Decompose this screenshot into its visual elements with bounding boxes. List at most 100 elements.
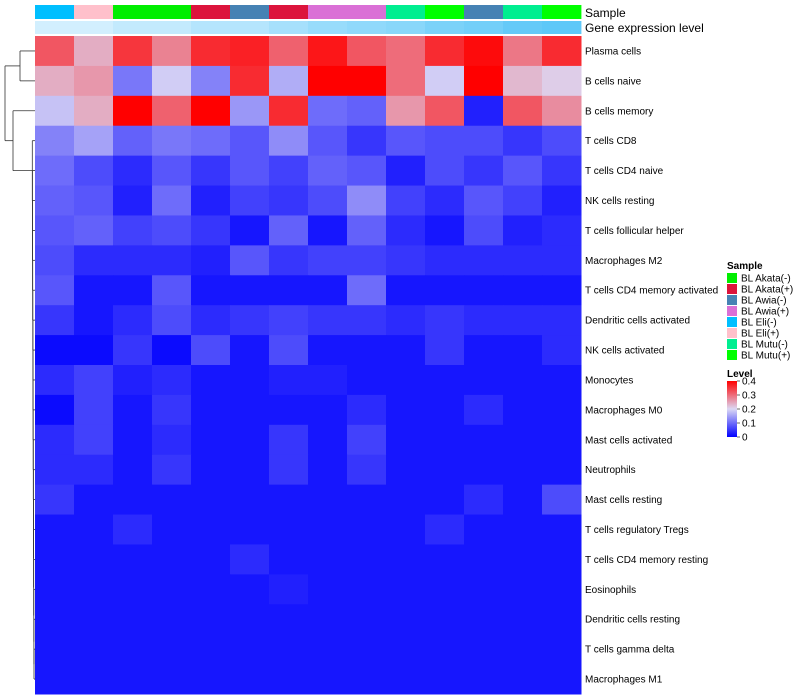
heatmap-cell (152, 125, 192, 157)
heatmap-cell (269, 215, 309, 246)
heatmap-cell (542, 305, 582, 336)
heatmap-cell (113, 574, 153, 605)
heatmap-cell (74, 65, 114, 97)
row-label: T cells CD4 naive (585, 166, 664, 177)
heatmap-cell (386, 604, 426, 635)
heatmap-cell (503, 65, 543, 97)
heatmap-cell (74, 335, 114, 366)
heatmap-cell (230, 65, 270, 97)
heatmap-cell (503, 365, 543, 396)
heatmap-cell (308, 484, 348, 516)
heatmap-cell (113, 484, 153, 516)
row-label: Dendritic cells activated (585, 316, 690, 327)
legend-swatch (727, 317, 737, 327)
heatmap-cell (542, 604, 582, 635)
heatmap-cell (503, 394, 543, 426)
row-dendrogram (4, 50, 35, 680)
heatmap-cell (74, 36, 114, 67)
heatmap-cell (191, 604, 231, 635)
heatmap-cell (191, 634, 231, 665)
heatmap-cell (230, 95, 270, 127)
heatmap-cell (386, 305, 426, 336)
heatmap-cell (152, 275, 192, 306)
heatmap-cell (503, 424, 543, 456)
heatmap-cell (269, 275, 309, 306)
legend-swatch (727, 295, 737, 305)
heatmap-cell (74, 514, 114, 545)
heatmap-cell (347, 544, 387, 575)
heatmap-cell (152, 454, 192, 486)
colorbar-tick-label: 0.1 (742, 419, 756, 430)
heatmap-cell (425, 574, 465, 605)
sample-track-cell (425, 5, 465, 19)
heatmap-cell (191, 305, 231, 336)
heatmap-cell (113, 95, 153, 127)
heatmap-cell (35, 454, 75, 486)
heatmap-cell (191, 394, 231, 426)
heatmap-cell (191, 424, 231, 456)
heatmap-cell (269, 484, 309, 516)
heatmap-cell (113, 275, 153, 306)
heatmap-cell (269, 155, 309, 187)
legend-entry-label: BL Awia(-) (741, 296, 787, 307)
legend-swatch (727, 328, 737, 338)
heatmap-cell (74, 305, 114, 336)
heatmap-cell (35, 305, 75, 336)
heatmap-cell (269, 65, 309, 97)
heatmap-cell (74, 424, 114, 456)
heatmap-cell (230, 365, 270, 396)
heatmap-cell (113, 185, 153, 216)
heatmap-cell (347, 634, 387, 665)
expression-track-cell (464, 21, 504, 34)
heatmap-cell (503, 544, 543, 575)
heatmap-cell (191, 125, 231, 157)
row-label: B cells memory (585, 106, 653, 117)
sample-annotation-track (35, 5, 582, 19)
row-label: T cells follicular helper (585, 226, 684, 237)
legend-swatch (727, 350, 737, 360)
heatmap-cell (464, 514, 504, 545)
legend-entry-label: BL Awia(+) (741, 307, 789, 318)
heatmap-cell (503, 305, 543, 336)
heatmap-cell (230, 544, 270, 575)
heatmap-cell (347, 365, 387, 396)
heatmap-cell (347, 305, 387, 336)
row-labels: Plasma cells B cells naive B cells memory T… (585, 46, 718, 685)
expression-track-cell (269, 21, 309, 34)
heatmap-cell (191, 275, 231, 306)
heatmap-cell (425, 36, 465, 67)
legend-entry-label: BL Akata(+) (741, 285, 793, 296)
heatmap-cell (269, 604, 309, 635)
heatmap-cell (386, 664, 426, 695)
sample-track-cell (503, 5, 543, 19)
heatmap-cell (347, 65, 387, 97)
colorbar-tick-label: 0.4 (742, 377, 756, 388)
heatmap-cell (152, 394, 192, 426)
heatmap-cell (74, 275, 114, 306)
heatmap-cell (308, 634, 348, 665)
expression-annotation-track (35, 21, 582, 34)
heatmap-cell (35, 514, 75, 545)
heatmap-cell (113, 664, 153, 695)
heatmap-cell (74, 155, 114, 187)
heatmap-cell (269, 574, 309, 605)
heatmap-cell (425, 454, 465, 486)
heatmap-cell (269, 424, 309, 456)
heatmap-cell (74, 245, 114, 276)
heatmap-cell (425, 424, 465, 456)
heatmap-cell (386, 65, 426, 97)
heatmap-cell (113, 305, 153, 336)
heatmap-cell (386, 185, 426, 216)
heatmap-cell (347, 215, 387, 246)
heatmap-cell (152, 185, 192, 216)
heatmap-cell (425, 484, 465, 516)
heatmap-cell (386, 394, 426, 426)
heatmap-cell (308, 125, 348, 157)
heatmap-cell (464, 544, 504, 575)
heatmap-cell (464, 365, 504, 396)
heatmap-cell (464, 335, 504, 366)
heatmap-cell (269, 245, 309, 276)
legend-entry-label: BL Eli(+) (741, 329, 779, 340)
expression-track-cell (425, 21, 465, 34)
